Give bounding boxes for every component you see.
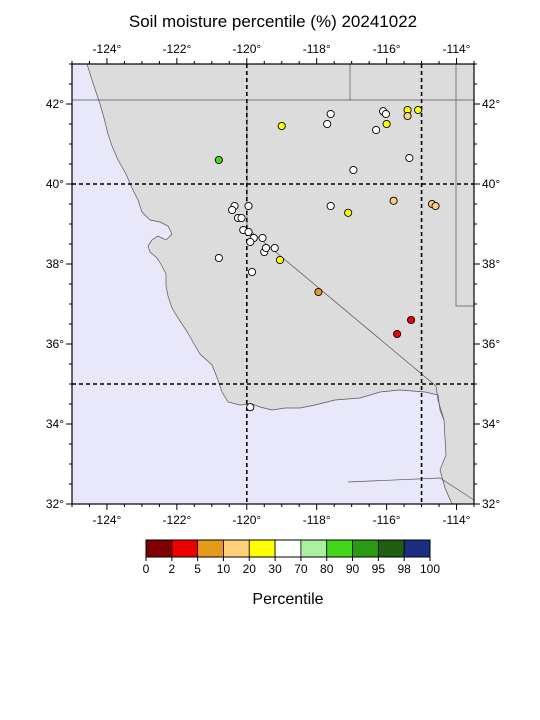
lat-tick-label-right: 32°: [482, 497, 500, 511]
lon-tick-label-top: -114°: [443, 42, 471, 56]
station-marker: [214, 155, 223, 165]
axis-tick-labels: -124° -124° -122° -122° -120° -120° -118° -118°…: [46, 42, 501, 527]
station-marker: [403, 111, 412, 121]
lon-tick-label-bottom: -118°: [303, 513, 331, 527]
colorbar-swatch: [274, 539, 302, 558]
colorbar-swatch: [300, 539, 328, 558]
lat-tick-label-left: 38°: [46, 257, 64, 271]
lon-tick-label-bottom: -116°: [373, 513, 401, 527]
colorbar-label: 10: [217, 562, 231, 576]
lat-tick-label-left: 32°: [46, 497, 64, 511]
colorbar-label: 2: [168, 562, 175, 576]
colorbar: 0 2 5 10 20 30 70 80 90 95 98 100: [143, 539, 440, 576]
colorbar-swatch: [197, 539, 224, 558]
station-marker: [258, 233, 267, 243]
station-marker: [326, 201, 335, 211]
lat-tick-label-left: 42°: [46, 97, 64, 111]
lat-tick-label-right: 42°: [482, 97, 500, 111]
colorbar-swatch: [326, 539, 353, 558]
station-marker: [244, 201, 253, 211]
station-marker: [247, 267, 257, 277]
station-marker: [414, 105, 423, 115]
station-marker: [381, 109, 390, 119]
colorbar-label: 80: [320, 562, 334, 576]
lon-tick-label-bottom: -124°: [93, 513, 122, 527]
station-marker: [228, 205, 237, 215]
station-marker: [237, 213, 246, 223]
colorbar-title: Percentile: [252, 591, 323, 608]
colorbar-swatch: [145, 539, 173, 558]
colorbar-label: 70: [294, 562, 308, 576]
colorbar-swatch: [223, 539, 250, 558]
axis-ticks: [66, 58, 480, 510]
station-marker: [314, 287, 323, 297]
lon-tick-label-top: -124°: [93, 42, 122, 56]
lat-tick-label-right: 38°: [482, 257, 500, 271]
colorbar-frame: [145, 539, 431, 558]
station-marker: [407, 315, 416, 325]
colorbar-label: 30: [268, 562, 282, 576]
station-marker: [372, 125, 381, 135]
lat-tick-label-right: 40°: [482, 177, 500, 191]
colorbar-swatch: [377, 539, 405, 558]
station-marker: [270, 243, 279, 253]
station-marker: [323, 119, 332, 129]
station-marker: [382, 119, 391, 129]
colorbar-label: 100: [420, 562, 440, 576]
lon-tick-label-top: -118°: [303, 42, 331, 56]
lat-tick-label-right: 34°: [482, 417, 500, 431]
station-marker: [349, 165, 358, 175]
station-marker: [326, 109, 335, 119]
lon-tick-label-top: -122°: [162, 42, 191, 56]
lat-tick-label-left: 34°: [46, 417, 64, 431]
lon-tick-label-bottom: -120°: [232, 513, 261, 527]
colorbar-swatch: [248, 539, 276, 558]
station-marker: [214, 253, 223, 263]
station-marker: [261, 243, 271, 253]
station-marker: [405, 153, 414, 163]
station-marker: [344, 208, 353, 217]
colorbar-swatch: [403, 539, 431, 558]
station-marker: [246, 237, 255, 247]
colorbar-label: 98: [398, 562, 412, 576]
graticule: [72, 64, 474, 504]
station-marker: [244, 227, 253, 237]
colorbar-label: 5: [194, 562, 201, 576]
land-area: [86, 64, 474, 504]
station-markers: [214, 105, 440, 412]
colorbar-swatch: [352, 539, 379, 558]
lon-tick-label-top: -120°: [232, 42, 261, 56]
colorbar-label: 95: [372, 562, 386, 576]
station-marker: [275, 255, 285, 265]
lon-tick-label-bottom: -122°: [162, 513, 191, 527]
station-marker: [393, 329, 402, 339]
lon-tick-label-bottom: -114°: [443, 513, 471, 527]
lon-tick-label-top: -116°: [373, 42, 401, 56]
colorbar-label: 90: [346, 562, 360, 576]
station-marker: [277, 121, 286, 131]
lat-tick-label-left: 36°: [46, 337, 64, 351]
colorbar-swatch: [171, 539, 199, 558]
station-marker: [246, 403, 255, 412]
station-marker: [431, 201, 440, 211]
colorbar-label: 0: [143, 562, 150, 576]
lat-tick-label-right: 36°: [482, 337, 500, 351]
lat-tick-label-left: 40°: [46, 177, 64, 191]
map-area: [72, 64, 474, 504]
colorbar-label: 20: [243, 562, 257, 576]
map-title: Soil moisture percentile (%) 20241022: [129, 12, 417, 31]
station-marker: [389, 196, 398, 205]
